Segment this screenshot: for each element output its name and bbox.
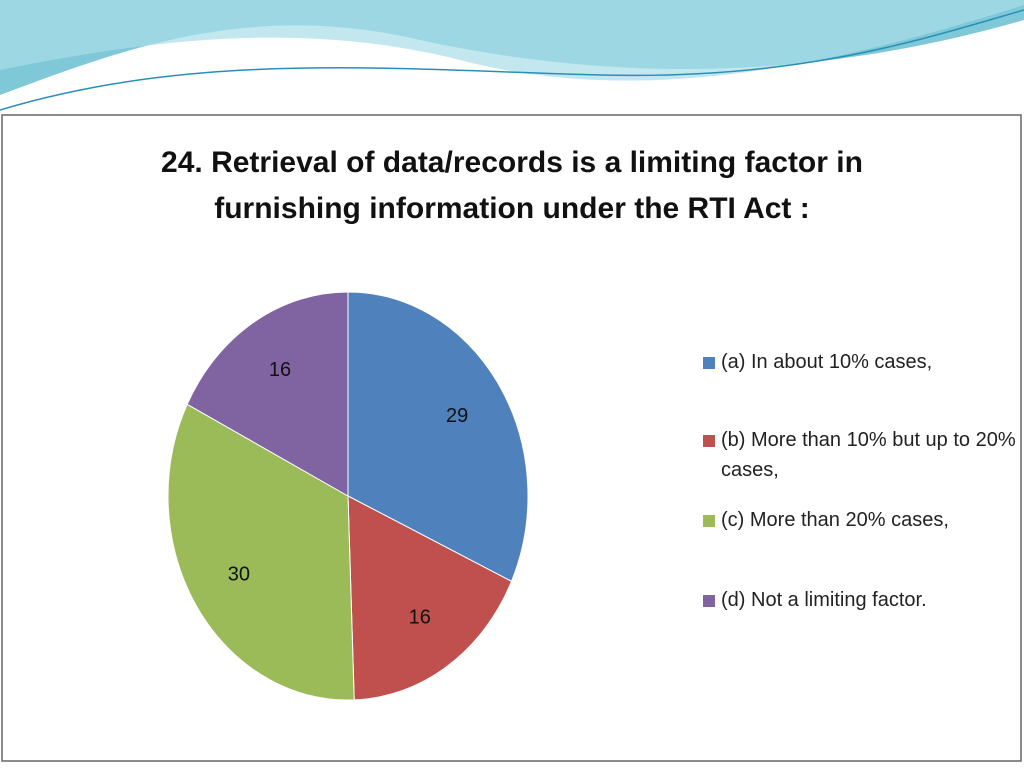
legend-swatch <box>703 515 715 527</box>
pie-slice <box>347 495 513 701</box>
chart-title: 24. Retrieval of data/records is a limit… <box>161 146 863 225</box>
legend-swatch <box>703 435 715 447</box>
legend-swatch <box>703 595 715 607</box>
legend-item: (a) In about 10% cases, <box>703 347 1021 377</box>
legend-item: (c) More than 20% cases, <box>703 505 1021 535</box>
legend-label: (d) Not a limiting factor. <box>721 589 927 611</box>
data-label: 16 <box>409 607 431 629</box>
data-label: 29 <box>446 405 468 427</box>
legend-item: (b) More than 10% but up to 20% cases, <box>703 425 1021 485</box>
pie-slice <box>167 403 355 701</box>
legend-label: (a) In about 10% cases, <box>721 351 933 373</box>
chart-border <box>1 114 1022 762</box>
data-label: 16 <box>269 359 291 381</box>
header-wave <box>0 0 1024 81</box>
pie-slice <box>347 291 529 583</box>
legend-label: (b) More than 10% but up to 20% cases, <box>721 429 1016 481</box>
header-line <box>0 9 1024 111</box>
legend-swatch <box>703 357 715 369</box>
data-label: 30 <box>228 563 250 585</box>
legend-label: (c) More than 20% cases, <box>721 509 949 531</box>
legend-item: (d) Not a limiting factor. <box>703 585 1021 615</box>
pie-slice <box>186 291 349 497</box>
